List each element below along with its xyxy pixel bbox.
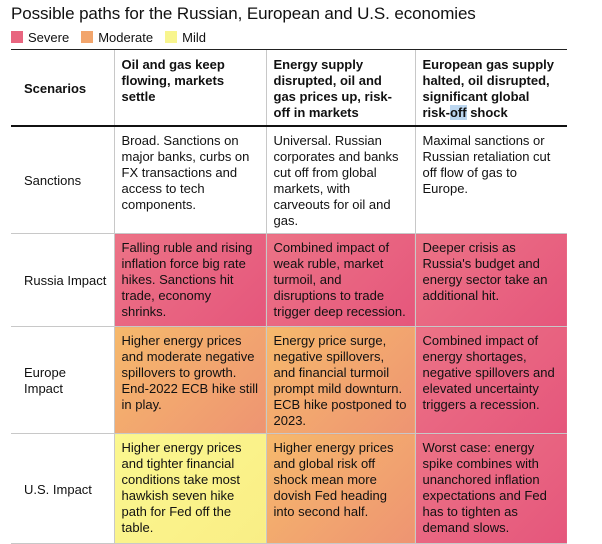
legend-swatch-severe (11, 31, 23, 43)
table-cell: Broad. Sanctions on major banks, curbs o… (113, 126, 266, 234)
scenario-header-2: Energy supply disrupted, oil and gas pri… (265, 49, 415, 127)
table-header-row: Scenarios Oil and gas keep flowing, mark… (11, 49, 567, 127)
legend-swatch-moderate (81, 31, 94, 43)
legend-item-moderate: Moderate (81, 30, 153, 45)
table-row-us-impact: U.S. Impact Higher energy prices and tig… (11, 433, 567, 544)
scenario-header-3: European gas supply halted, oil disrupte… (414, 49, 567, 127)
page-title: Possible paths for the Russian, European… (11, 4, 476, 23)
legend-item-mild: Mild (165, 30, 206, 45)
table-cell: Universal. Russian corporates and banks … (265, 126, 415, 234)
table-cell: Higher energy prices and global risk off… (265, 433, 415, 544)
row-label-europe-impact: Europe Impact (11, 326, 114, 434)
table-cell: Combined impact of weak ruble, market tu… (265, 233, 415, 327)
table-cell: Combined impact of energy shortages, neg… (414, 326, 567, 434)
row-label-us-impact: U.S. Impact (11, 433, 114, 544)
table-cell: Higher energy prices and tighter financi… (113, 433, 266, 544)
table-cell: Worst case: energy spike combines with u… (414, 433, 567, 544)
legend-item-severe: Severe (11, 30, 69, 45)
table-cell: Falling ruble and rising inflation force… (113, 233, 266, 327)
row-label-sanctions: Sanctions (11, 126, 114, 234)
legend-swatch-mild (165, 31, 178, 43)
row-label-russia-impact: Russia Impact (11, 233, 114, 327)
severity-legend: Severe Moderate Mild (11, 29, 218, 45)
scenarios-header: Scenarios (11, 49, 114, 127)
table-cell: Higher energy prices and moderate negati… (113, 326, 266, 434)
scenario-header-3-text: European gas supply halted, oil disrupte… (422, 57, 554, 120)
text-selection-highlight: off (449, 105, 467, 120)
table-row-russia-impact: Russia Impact Falling ruble and rising i… (11, 233, 567, 327)
table-cell: Maximal sanctions or Russian retaliation… (414, 126, 567, 234)
table-cell: Deeper crisis as Russia's budget and ene… (414, 233, 567, 327)
legend-label-mild: Mild (182, 29, 206, 45)
scenario-header-1: Oil and gas keep flowing, markets settle (113, 49, 266, 127)
scenario-header-3-text-end: shock (466, 105, 508, 120)
legend-label-severe: Severe (28, 29, 70, 45)
legend-label-moderate: Moderate (98, 29, 154, 45)
table-cell: Energy price surge, negative spillovers,… (265, 326, 415, 434)
scenarios-table: Scenarios Oil and gas keep flowing, mark… (11, 49, 567, 544)
table-row-sanctions: Sanctions Broad. Sanctions on major bank… (11, 126, 567, 234)
table-row-europe-impact: Europe Impact Higher energy prices and m… (11, 326, 567, 434)
